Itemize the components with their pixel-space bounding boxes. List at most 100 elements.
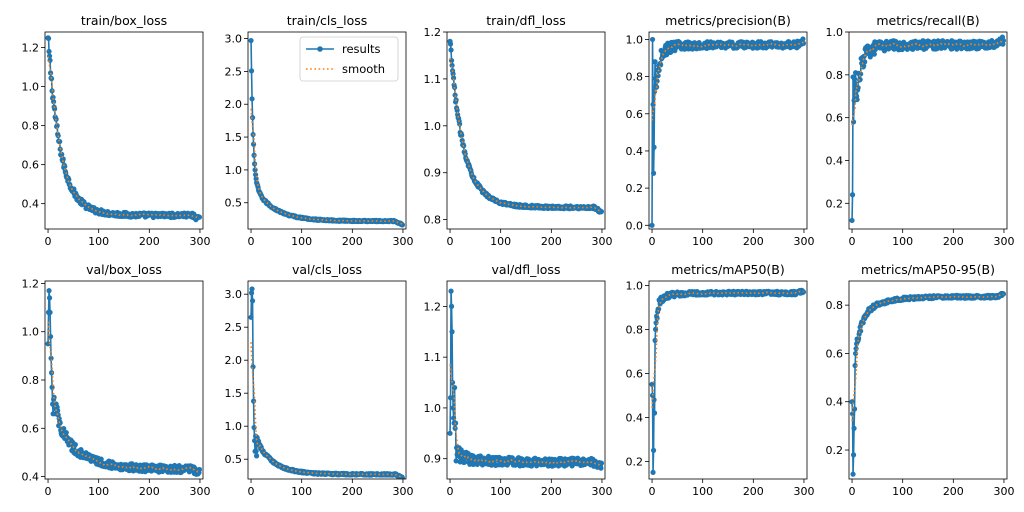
y-tick-label: 0.6 xyxy=(626,108,644,121)
y-tick-label: 1.5 xyxy=(225,131,243,144)
results-point xyxy=(652,337,658,343)
series-smooth-line xyxy=(851,40,1004,126)
results-point xyxy=(47,70,54,76)
results-point xyxy=(248,290,255,296)
results-point xyxy=(649,36,656,43)
results-point xyxy=(872,46,878,53)
results-point xyxy=(447,430,453,436)
subplot-title: metrics/recall(B) xyxy=(876,13,979,28)
x-tick-label: 300 xyxy=(392,485,413,498)
axes-frame xyxy=(848,31,1008,230)
x-tick-label: 100 xyxy=(88,235,109,248)
subplot-title: metrics/precision(B) xyxy=(665,13,791,28)
results-point xyxy=(598,465,604,471)
x-tick-label: 200 xyxy=(743,485,764,498)
results-point xyxy=(448,303,455,309)
results-point xyxy=(98,456,104,462)
results-point xyxy=(651,410,658,416)
results-point xyxy=(598,208,605,215)
results-point xyxy=(649,222,655,228)
x-tick-label: 200 xyxy=(541,485,562,498)
x-tick-label: 100 xyxy=(291,485,312,498)
series-results-markers xyxy=(447,288,605,471)
y-tick-label: 0.6 xyxy=(826,112,844,125)
y-tick-label: 1.0 xyxy=(826,26,844,39)
x-tick-label: 100 xyxy=(88,485,109,498)
axes-frame xyxy=(44,280,204,480)
y-tick-label: 0.2 xyxy=(826,197,844,210)
subplot-title: val/cls_loss xyxy=(292,262,362,277)
results-point xyxy=(850,471,856,477)
subplot-title: train/box_loss xyxy=(81,13,167,28)
results-point xyxy=(248,37,254,44)
y-tick-label: 0.8 xyxy=(826,299,844,312)
results-point xyxy=(454,107,460,113)
results-point xyxy=(45,35,52,42)
results-point xyxy=(849,217,855,224)
series-results-line xyxy=(851,291,1004,475)
results-point xyxy=(855,85,861,91)
results-point xyxy=(450,75,457,81)
results-point xyxy=(696,39,702,46)
legend: results smooth xyxy=(299,36,399,82)
series-smooth-line xyxy=(449,57,602,213)
results-point xyxy=(852,350,859,357)
axes-frame xyxy=(648,31,808,230)
x-tick-label: 0 xyxy=(447,485,454,498)
y-tick-label: 0.5 xyxy=(225,197,243,210)
subplot-train-box-loss: train/box_loss 0.4 0.6 0.8 1.0 1.2 0 100 200 300 xyxy=(22,13,211,248)
results-point xyxy=(46,288,52,294)
y-tick-label: 1.2 xyxy=(424,300,442,313)
axes-frame xyxy=(848,280,1008,480)
series-smooth-line xyxy=(250,108,403,225)
x-tick-label: 200 xyxy=(743,235,764,248)
series-results-markers xyxy=(649,36,807,228)
x-tick-label: 200 xyxy=(943,235,964,248)
x-tick-label: 200 xyxy=(541,235,562,248)
series-smooth-line xyxy=(651,290,804,409)
x-tick-label: 300 xyxy=(993,235,1014,248)
results-point xyxy=(251,161,258,167)
results-point xyxy=(650,447,657,453)
y-tick-label: 1.2 xyxy=(22,42,40,55)
x-tick-label: 0 xyxy=(649,235,656,248)
results-point xyxy=(449,62,455,68)
y-tick-label: 0.8 xyxy=(626,71,644,84)
results-point xyxy=(46,295,53,301)
y-tick-label: 1.2 xyxy=(22,277,40,290)
legend-smooth-label: smooth xyxy=(342,62,385,76)
y-tick-label: 2.0 xyxy=(225,98,243,111)
subplot-train-cls-loss: train/cls_loss 0.5 1.0 1.5 2.0 2.5 3.0 0 100 200 3… xyxy=(225,13,414,248)
series-results-markers xyxy=(447,38,605,215)
y-tick-label: 0.9 xyxy=(424,167,442,180)
axes-frame xyxy=(247,280,407,480)
results-point xyxy=(249,298,256,304)
x-tick-label: 0 xyxy=(649,485,656,498)
subplot-train-dfl-loss: train/dfl_loss 0.8 0.9 1.0 1.1 1.2 0 100 200 300 xyxy=(424,13,613,248)
y-tick-label: 1.1 xyxy=(424,73,442,86)
y-tick-label: 0.0 xyxy=(626,219,644,232)
x-tick-label: 100 xyxy=(291,235,312,248)
results-point xyxy=(450,71,456,77)
results-point xyxy=(849,192,856,198)
y-tick-label: 0.4 xyxy=(626,411,644,424)
y-tick-label: 0.2 xyxy=(626,455,644,468)
series-smooth-line xyxy=(250,342,403,478)
results-point xyxy=(462,459,468,465)
y-tick-label: 2.5 xyxy=(225,65,243,78)
results-point xyxy=(650,170,657,176)
results-point xyxy=(72,441,78,448)
results-point xyxy=(652,59,658,65)
y-tick-label: 1.5 xyxy=(225,387,243,400)
results-point xyxy=(459,137,465,144)
results-point xyxy=(800,40,807,46)
y-tick-label: 2.5 xyxy=(225,321,243,334)
legend-results-label: results xyxy=(342,42,381,56)
x-tick-label: 100 xyxy=(692,485,713,498)
results-point xyxy=(850,452,857,458)
results-point xyxy=(248,68,255,74)
y-tick-label: 0.5 xyxy=(225,453,243,466)
x-tick-label: 300 xyxy=(189,235,210,248)
y-tick-label: 0.8 xyxy=(826,69,844,82)
